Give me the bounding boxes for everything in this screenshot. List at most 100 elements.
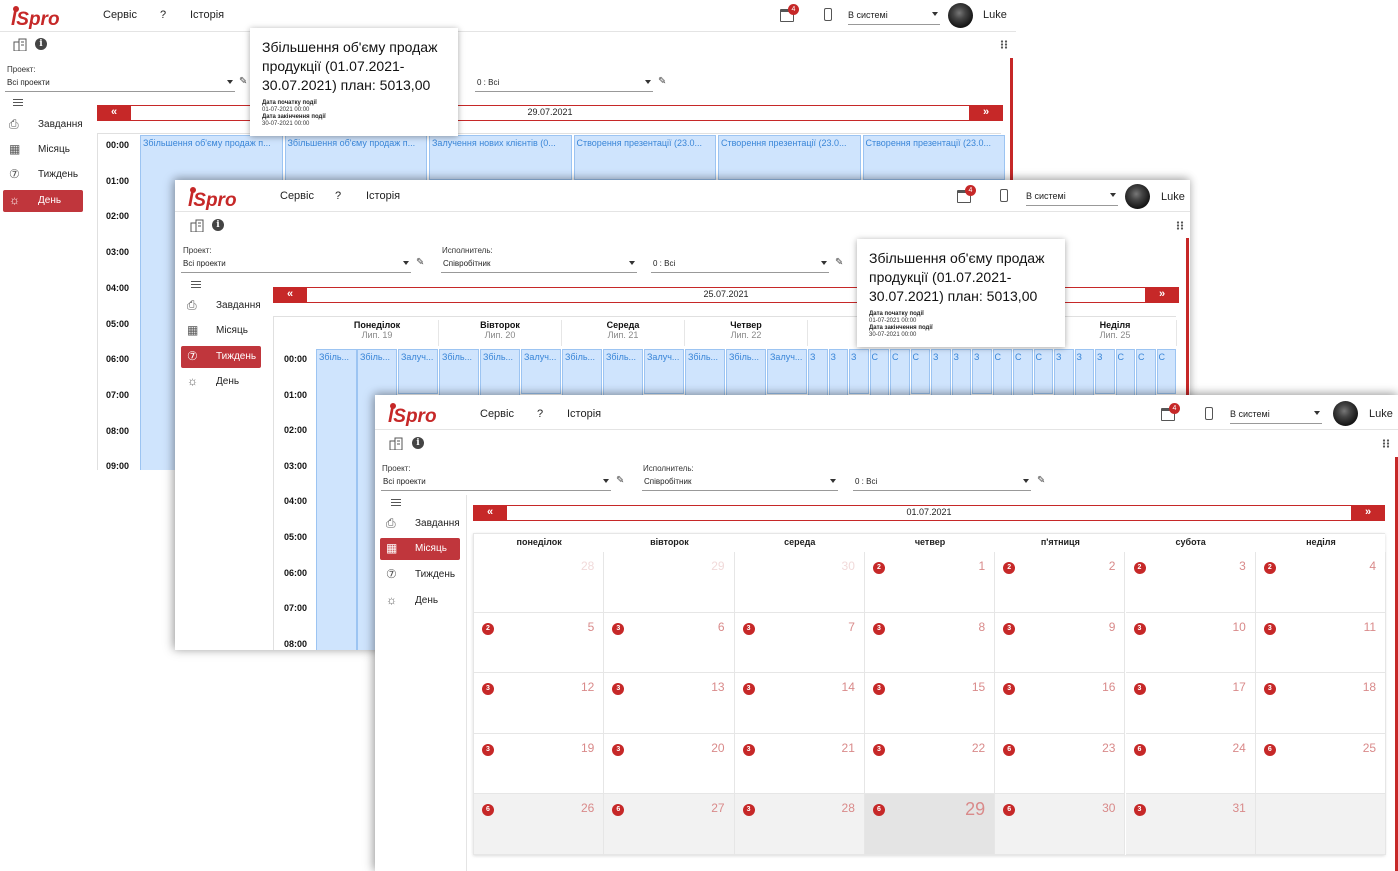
- event-count-badge[interactable]: 3: [742, 622, 755, 635]
- event-count-badge[interactable]: 3: [742, 804, 755, 817]
- calendar-event[interactable]: С: [1033, 349, 1053, 394]
- month-day-cell[interactable]: 6 29: [864, 794, 996, 855]
- event-count-badge[interactable]: 6: [1133, 743, 1146, 756]
- menu-help[interactable]: ?: [537, 408, 544, 420]
- event-count-badge[interactable]: 3: [612, 743, 625, 756]
- prev-button[interactable]: «: [273, 287, 307, 303]
- event-count-badge[interactable]: 2: [482, 622, 494, 635]
- calendar-event[interactable]: Залучення нових клієнтів (0...: [429, 135, 572, 180]
- calendar-event[interactable]: З: [972, 349, 992, 394]
- calendar-event[interactable]: Створення презентації (23.0...: [573, 135, 716, 180]
- event-count-badge[interactable]: 2: [1003, 562, 1016, 574]
- phone-icon[interactable]: [1205, 407, 1213, 420]
- nav-week[interactable]: ⑦ Тиждень: [380, 564, 460, 586]
- menu-service[interactable]: Сервіс: [480, 408, 514, 420]
- menu-history[interactable]: Історія: [567, 408, 602, 420]
- month-day-cell[interactable]: 6 24: [1125, 733, 1256, 795]
- list-icon[interactable]: [391, 499, 401, 506]
- third-filter-field[interactable]: 0 : Всі: [853, 475, 1031, 491]
- pencil-icon[interactable]: ✎: [1037, 475, 1046, 486]
- pencil-icon[interactable]: ✎: [416, 257, 425, 268]
- status-select[interactable]: В системі: [1230, 407, 1322, 424]
- nav-month[interactable]: ▦ Місяць: [3, 139, 83, 161]
- event-count-badge[interactable]: 2: [1263, 562, 1276, 574]
- status-select[interactable]: В системі: [848, 8, 940, 25]
- avatar[interactable]: [1125, 184, 1150, 209]
- project-field[interactable]: Всі проекти: [181, 257, 411, 273]
- event-count-badge[interactable]: 3: [612, 622, 625, 635]
- current-date[interactable]: 01.07.2021: [906, 507, 952, 517]
- month-day-cell[interactable]: 3 22: [864, 733, 996, 795]
- event-count-badge[interactable]: 6: [1263, 743, 1276, 756]
- calendar-event[interactable]: С: [910, 349, 930, 394]
- month-day-cell[interactable]: 6 27: [604, 794, 735, 855]
- month-day-cell[interactable]: 28: [474, 552, 605, 613]
- month-day-cell[interactable]: [1255, 794, 1387, 855]
- event-count-badge[interactable]: 3: [742, 743, 755, 756]
- nav-day[interactable]: ☼ День: [3, 190, 83, 212]
- month-day-cell[interactable]: 30: [734, 552, 865, 613]
- menu-history[interactable]: Історія: [366, 190, 401, 202]
- menu-history[interactable]: Історія: [190, 9, 225, 21]
- executor-field[interactable]: Співробітник: [642, 475, 838, 491]
- month-day-cell[interactable]: 3 14: [734, 673, 865, 734]
- event-count-badge[interactable]: 3: [1133, 683, 1146, 696]
- prev-button[interactable]: «: [97, 105, 131, 121]
- month-day-cell[interactable]: 3 21: [734, 733, 865, 795]
- status-select[interactable]: В системі: [1026, 189, 1118, 206]
- calendar-event[interactable]: С: [1156, 349, 1176, 394]
- event-count-badge[interactable]: 3: [872, 683, 885, 696]
- menu-help[interactable]: ?: [335, 190, 342, 202]
- project-field[interactable]: Всі проекти: [381, 475, 611, 491]
- calendar-event[interactable]: З: [849, 349, 869, 394]
- info-icon[interactable]: i: [412, 437, 424, 449]
- menu-service[interactable]: Сервіс: [103, 9, 137, 21]
- next-button[interactable]: »: [969, 105, 1003, 121]
- event-count-badge[interactable]: 6: [482, 804, 494, 817]
- calendar-event[interactable]: Залуч...: [644, 349, 684, 394]
- month-day-cell[interactable]: 3 11: [1255, 612, 1387, 674]
- menu-help[interactable]: ?: [160, 9, 167, 21]
- calendar-event[interactable]: Збіль...: [316, 349, 357, 650]
- third-filter-field[interactable]: 0 : Всі: [651, 257, 829, 273]
- event-count-badge[interactable]: 3: [1133, 804, 1146, 817]
- current-date[interactable]: 29.07.2021: [527, 107, 573, 117]
- month-day-cell[interactable]: 3 31: [1125, 794, 1256, 855]
- month-day-cell[interactable]: 3 10: [1125, 612, 1256, 674]
- next-button[interactable]: »: [1351, 505, 1385, 521]
- event-count-badge[interactable]: 6: [1003, 743, 1016, 756]
- buildings-icon[interactable]: [13, 38, 27, 51]
- next-button[interactable]: »: [1145, 287, 1179, 303]
- month-day-cell[interactable]: 3 15: [864, 673, 996, 734]
- pencil-icon[interactable]: ✎: [616, 475, 625, 486]
- project-field[interactable]: Всі проекти: [5, 76, 235, 92]
- month-day-cell[interactable]: 6 30: [995, 794, 1126, 855]
- nav-tasks[interactable]: ⎙ Завдання: [380, 513, 460, 535]
- month-day-cell[interactable]: 3 13: [604, 673, 735, 734]
- scrollbar[interactable]: [1395, 457, 1398, 871]
- calendar-event[interactable]: З: [1095, 349, 1115, 394]
- list-icon[interactable]: [191, 281, 201, 288]
- buildings-icon[interactable]: [389, 437, 403, 450]
- month-day-cell[interactable]: 3 16: [995, 673, 1126, 734]
- event-count-badge[interactable]: 3: [482, 743, 494, 756]
- phone-icon[interactable]: [824, 8, 832, 21]
- grip-icon[interactable]: [1000, 40, 1008, 49]
- ispro-logo[interactable]: ISpro: [385, 400, 445, 426]
- event-count-badge[interactable]: 3: [1133, 622, 1146, 635]
- calendar-event[interactable]: Залуч...: [521, 349, 561, 394]
- calendar-event[interactable]: Залуч...: [398, 349, 438, 394]
- event-count-badge[interactable]: 3: [1003, 683, 1016, 696]
- calendar-event[interactable]: Створення презентації (23.0...: [862, 135, 1005, 180]
- event-count-badge[interactable]: 3: [1003, 622, 1016, 635]
- month-day-cell[interactable]: 3 28: [734, 794, 865, 855]
- calendar-icon[interactable]: 4: [957, 185, 976, 203]
